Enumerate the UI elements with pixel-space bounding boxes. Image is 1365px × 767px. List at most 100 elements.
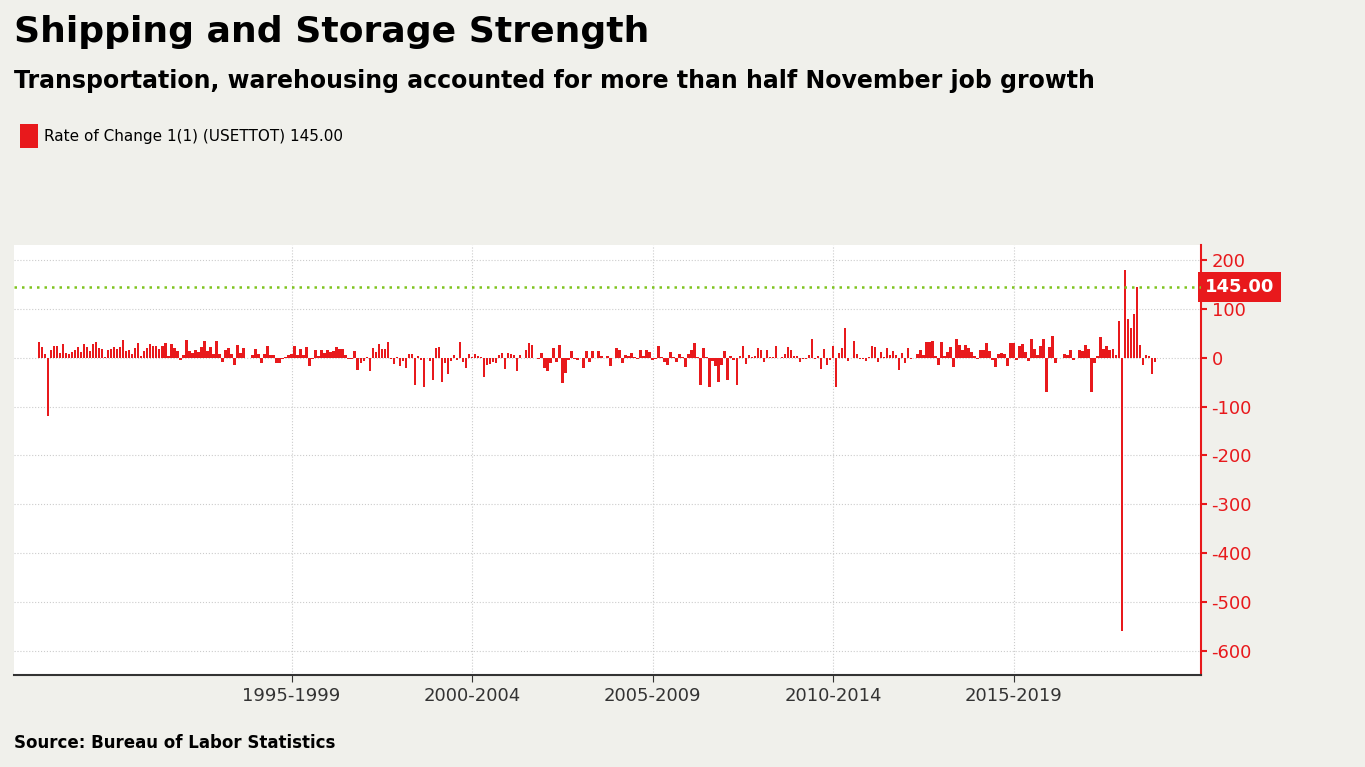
Bar [1118,321,1121,357]
Bar [156,347,157,357]
Bar [891,351,894,357]
Bar [1151,357,1153,374]
Bar [164,343,167,357]
Bar [1123,270,1126,357]
Bar [124,351,127,357]
Bar [726,357,729,380]
Bar [646,351,648,357]
Bar [676,357,678,362]
Bar [631,353,633,357]
Bar [369,357,371,370]
Text: Transportation, warehousing accounted for more than half November job growth: Transportation, warehousing accounted fo… [14,69,1095,93]
Bar [324,353,326,357]
Bar [576,357,579,360]
Bar [799,357,801,362]
Bar [736,357,738,384]
Bar [44,354,46,357]
Bar [506,353,509,357]
Bar [756,348,759,357]
Bar [121,341,124,357]
Bar [1073,357,1074,360]
Bar [1106,346,1108,357]
Bar [1048,347,1051,357]
Bar [363,357,364,361]
Bar [321,350,324,357]
Bar [246,357,247,358]
Bar [501,354,504,357]
Bar [1148,356,1151,357]
Bar [793,356,796,357]
Bar [474,354,476,357]
Bar [597,351,599,357]
Bar [239,354,242,357]
Bar [414,357,416,384]
Bar [356,357,359,370]
Bar [134,348,136,357]
Bar [101,349,104,357]
Bar [468,354,471,357]
Bar [998,354,999,357]
Bar [1031,339,1033,357]
Bar [53,346,55,357]
Bar [564,357,566,373]
Bar [1103,350,1106,357]
Bar [209,347,212,357]
Bar [1136,287,1138,357]
Bar [233,357,236,365]
Bar [64,353,67,357]
Bar [1046,357,1048,392]
Bar [456,357,459,360]
Bar [934,356,936,357]
Bar [919,350,921,357]
Bar [601,356,603,357]
Bar [83,344,85,357]
Bar [444,357,446,364]
Bar [371,348,374,357]
Bar [306,347,308,357]
Bar [404,357,407,368]
Bar [314,350,317,357]
Bar [571,351,572,357]
Bar [876,357,879,362]
Bar [89,351,91,357]
Bar [186,340,187,357]
Bar [1138,345,1141,357]
Bar [429,357,431,361]
Bar [261,357,263,363]
Bar [688,354,689,357]
Bar [624,355,627,357]
Bar [227,348,229,357]
Bar [971,352,973,357]
Bar [651,357,654,360]
Bar [823,350,826,357]
Text: 145.00: 145.00 [1205,278,1274,296]
Bar [203,341,206,357]
Bar [281,357,284,359]
Bar [916,354,919,357]
Bar [835,357,837,387]
Bar [693,343,696,357]
Bar [171,344,172,357]
Bar [449,357,452,360]
Bar [1126,318,1129,357]
Bar [179,357,182,360]
Bar [136,343,139,357]
Bar [811,339,814,357]
Bar [254,349,257,357]
Bar [921,355,924,357]
Bar [573,357,576,359]
Bar [618,350,621,357]
Bar [354,351,356,357]
Bar [820,357,822,369]
Bar [59,354,61,357]
Bar [146,347,149,357]
Bar [986,344,988,357]
Bar [242,348,244,357]
Bar [491,357,494,362]
Bar [339,350,341,357]
Bar [886,348,889,357]
Bar [498,355,501,357]
Bar [212,354,214,357]
Bar [979,351,981,357]
Bar [411,354,414,357]
